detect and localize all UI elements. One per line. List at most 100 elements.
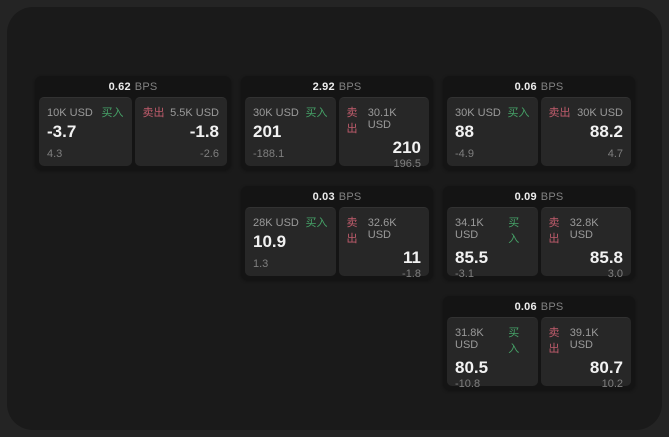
buy-tile-header: 34.1K USD 买入	[455, 214, 530, 246]
sell-side-label: 卖出	[548, 217, 560, 245]
sell-tile[interactable]: 卖出 32.8K USD 85.8 3.0	[540, 207, 631, 280]
quote-card: 0.62 BPS 10K USD 买入 -3.7 4.3 卖出 5.5K USD…	[35, 76, 231, 170]
sell-delta: -2.6	[200, 148, 219, 160]
buy-price: 85.5	[455, 248, 489, 267]
bps-unit-label: BPS	[540, 190, 564, 203]
buy-notional: 34.1K USD	[455, 217, 484, 241]
sell-notional: 30.1K USD	[367, 107, 397, 131]
bps-unit-label: BPS	[338, 190, 362, 203]
sell-notional: 32.8K USD	[569, 217, 599, 241]
sell-delta: -1.8	[402, 267, 421, 280]
buy-tile[interactable]: 30K USD 买入 201 -188.1	[245, 97, 336, 166]
buy-tile[interactable]: 30K USD 买入 88 -4.9	[447, 97, 538, 166]
sell-tile[interactable]: 卖出 39.1K USD 80.7 10.2	[540, 317, 631, 390]
buy-tile-header: 31.8K USD 买入	[455, 324, 530, 356]
buy-delta: -3.1	[455, 267, 474, 280]
app-window: 0.62 BPS 10K USD 买入 -3.7 4.3 卖出 5.5K USD…	[7, 7, 662, 430]
buy-tile[interactable]: 31.8K USD 买入 80.5 -10.8	[447, 317, 538, 390]
sell-price: 88.2	[589, 122, 623, 141]
buy-delta: -188.1	[253, 148, 285, 160]
quote-tiles: 31.8K USD 买入 80.5 -10.8 卖出 39.1K USD 80.…	[447, 317, 631, 390]
quote-card: 0.06 BPS 31.8K USD 买入 80.5 -10.8 卖出 39.1…	[443, 296, 635, 390]
quote-card: 0.03 BPS 28K USD 买入 10.9 1.3 卖出 32.6K US…	[241, 186, 433, 280]
buy-price: -3.7	[47, 122, 77, 141]
sell-tile-header: 卖出 39.1K USD	[549, 324, 624, 356]
bps-value: 0.03	[312, 190, 335, 203]
bps-value: 0.06	[514, 80, 537, 93]
buy-side-label: 买入	[508, 217, 520, 245]
sell-tile-header: 卖出 30.1K USD	[347, 104, 422, 136]
bps-unit-label: BPS	[338, 80, 362, 93]
sell-tile-header: 卖出 30K USD	[549, 104, 624, 120]
buy-side-label: 买入	[305, 217, 328, 229]
buy-price: 10.9	[253, 232, 287, 251]
buy-price: 201	[253, 122, 282, 141]
buy-side-label: 买入	[507, 107, 530, 119]
bps-value: 0.62	[108, 80, 131, 93]
sell-tile[interactable]: 卖出 32.6K USD 11 -1.8	[338, 207, 429, 280]
sell-side-label: 卖出	[548, 107, 571, 119]
bps-unit-label: BPS	[540, 300, 564, 313]
bps-value: 0.06	[514, 300, 537, 313]
sell-price: -1.8	[189, 122, 219, 141]
buy-tile[interactable]: 34.1K USD 买入 85.5 -3.1	[447, 207, 538, 280]
buy-notional: 10K USD	[47, 107, 93, 119]
buy-tile[interactable]: 10K USD 买入 -3.7 4.3	[39, 97, 132, 166]
sell-delta: 196.5	[393, 157, 421, 170]
buy-side-label: 买入	[101, 107, 124, 119]
card-header: 0.09 BPS	[447, 186, 631, 207]
quote-tiles: 30K USD 买入 201 -188.1 卖出 30.1K USD 210 1…	[245, 97, 429, 170]
quote-card: 0.06 BPS 30K USD 买入 88 -4.9 卖出 30K USD 8…	[443, 76, 635, 170]
sell-tile[interactable]: 卖出 30.1K USD 210 196.5	[338, 97, 429, 170]
quote-card: 2.92 BPS 30K USD 买入 201 -188.1 卖出 30.1K …	[241, 76, 433, 170]
bps-unit-label: BPS	[540, 80, 564, 93]
sell-tile-header: 卖出 5.5K USD	[143, 104, 220, 120]
quote-tiles: 30K USD 买入 88 -4.9 卖出 30K USD 88.2 4.7	[447, 97, 631, 166]
quote-tiles: 28K USD 买入 10.9 1.3 卖出 32.6K USD 11 -1.8	[245, 207, 429, 280]
bps-value: 2.92	[312, 80, 335, 93]
buy-delta: 1.3	[253, 258, 269, 270]
buy-notional: 30K USD	[455, 107, 501, 119]
sell-notional: 30K USD	[577, 107, 623, 119]
sell-tile[interactable]: 卖出 30K USD 88.2 4.7	[540, 97, 631, 166]
card-header: 0.03 BPS	[245, 186, 429, 207]
buy-tile-header: 30K USD 买入	[455, 104, 530, 120]
buy-price: 80.5	[455, 358, 489, 377]
sell-tile[interactable]: 卖出 5.5K USD -1.8 -2.6	[134, 97, 227, 166]
card-header: 2.92 BPS	[245, 76, 429, 97]
buy-tile-header: 30K USD 买入	[253, 104, 328, 120]
sell-tile-header: 卖出 32.6K USD	[347, 214, 422, 246]
sell-side-label: 卖出	[346, 217, 358, 245]
bps-value: 0.09	[514, 190, 537, 203]
sell-delta: 10.2	[601, 377, 623, 390]
buy-side-label: 买入	[508, 327, 520, 355]
buy-notional: 30K USD	[253, 107, 299, 119]
quote-card-grid: 0.62 BPS 10K USD 买入 -3.7 4.3 卖出 5.5K USD…	[35, 76, 635, 390]
quote-card: 0.09 BPS 34.1K USD 买入 85.5 -3.1 卖出 32.8K…	[443, 186, 635, 280]
buy-delta: 4.3	[47, 148, 63, 160]
sell-delta: 3.0	[607, 267, 623, 280]
card-header: 0.06 BPS	[447, 296, 631, 317]
sell-price: 80.7	[589, 358, 623, 377]
sell-notional: 39.1K USD	[569, 327, 599, 351]
card-header: 0.62 BPS	[39, 76, 227, 97]
quote-tiles: 34.1K USD 买入 85.5 -3.1 卖出 32.8K USD 85.8…	[447, 207, 631, 280]
sell-delta: 4.7	[607, 148, 623, 160]
sell-side-label: 卖出	[548, 327, 560, 355]
buy-side-label: 买入	[305, 107, 328, 119]
sell-price: 85.8	[589, 248, 623, 267]
buy-delta: -4.9	[455, 148, 474, 160]
buy-delta: -10.8	[455, 377, 481, 390]
buy-price: 88	[455, 122, 474, 141]
buy-tile-header: 10K USD 买入	[47, 104, 124, 120]
buy-tile-header: 28K USD 买入	[253, 214, 328, 230]
quote-tiles: 10K USD 买入 -3.7 4.3 卖出 5.5K USD -1.8 -2.…	[39, 97, 227, 166]
sell-price: 210	[392, 138, 421, 157]
sell-notional: 5.5K USD	[170, 107, 219, 119]
sell-notional: 32.6K USD	[367, 217, 397, 241]
buy-notional: 31.8K USD	[455, 327, 484, 351]
bps-unit-label: BPS	[134, 80, 158, 93]
buy-tile[interactable]: 28K USD 买入 10.9 1.3	[245, 207, 336, 276]
sell-price: 11	[403, 248, 421, 267]
buy-notional: 28K USD	[253, 217, 299, 229]
